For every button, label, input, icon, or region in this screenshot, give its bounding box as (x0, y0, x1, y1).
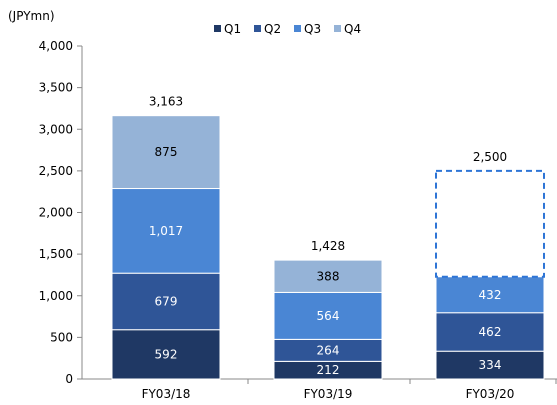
bar-segment-q4 (273, 259, 383, 293)
legend-swatch-q2 (254, 25, 261, 32)
bar-total-label: 1,428 (311, 239, 345, 253)
segment-value-label: 388 (317, 269, 340, 283)
y-tick-label: 1,000 (39, 289, 73, 303)
bar-total-label: 2,500 (473, 150, 507, 164)
y-tick-label: 2,000 (39, 206, 73, 220)
bar-total-label: 3,163 (149, 95, 183, 109)
legend-label: Q2 (264, 22, 281, 36)
segment-value-label: 679 (155, 294, 178, 308)
bar-segment-q2 (435, 312, 545, 352)
legend-label: Q3 (304, 22, 321, 36)
bar-segment-q1 (435, 350, 545, 380)
bar-segment-q3 (273, 291, 383, 340)
y-tick-label: 0 (65, 372, 73, 386)
segment-value-label: 592 (155, 347, 178, 361)
segment-value-label: 212 (317, 363, 340, 377)
segment-value-label: 462 (479, 325, 502, 339)
bar-segment-q3 (435, 276, 545, 314)
legend-label: Q1 (224, 22, 241, 36)
segment-value-label: 1,017 (149, 224, 183, 238)
bars (111, 115, 545, 380)
y-tick-label: 1,500 (39, 247, 73, 261)
unit-label: (JPYmn) (8, 9, 55, 23)
x-tick-label: FY03/19 (304, 387, 353, 401)
segment-value-label: 334 (479, 358, 502, 372)
segment-value-label: 264 (317, 343, 340, 357)
legend-swatch-q3 (294, 25, 301, 32)
x-tick-label: FY03/20 (466, 387, 515, 401)
y-tick-label: 4,000 (39, 39, 73, 53)
segment-value-label: 875 (155, 145, 178, 159)
y-tick-label: 2,500 (39, 164, 73, 178)
y-tick-label: 3,000 (39, 122, 73, 136)
segment-value-label: 564 (317, 309, 340, 323)
y-tick-label: 500 (50, 330, 73, 344)
legend: Q1 Q2 Q3 Q4 (214, 22, 361, 36)
bar-segment-q3 (111, 188, 221, 274)
x-tick-label: FY03/18 (142, 387, 191, 401)
legend-swatch-q1 (214, 25, 221, 32)
segment-value-label: 432 (479, 288, 502, 302)
data-labels: 592 679 1,017 875 3,163 212 264 564 388 1,428 334 4… (149, 95, 507, 377)
bar-segment-q4 (111, 115, 221, 190)
forecast-outline (435, 169, 545, 278)
legend-label: Q4 (344, 22, 361, 36)
axes: 0 500 1,000 1,500 2,000 2,500 3,000 3,500 4,000 F… (39, 39, 557, 401)
y-tick-label: 3,500 (39, 81, 73, 95)
legend-swatch-q4 (334, 25, 341, 32)
